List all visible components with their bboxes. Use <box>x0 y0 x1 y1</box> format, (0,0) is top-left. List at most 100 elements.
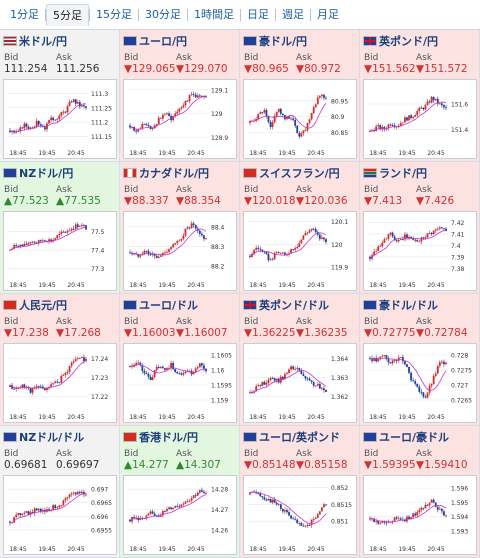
candle-body <box>135 517 138 519</box>
candle-body <box>54 119 57 121</box>
mini-candle-chart[interactable]: 80.95 80.9 80.85 18:45 19:45 20:45 <box>243 79 357 159</box>
mini-candle-chart[interactable]: 0.728 0.7275 0.727 0.7265 18:45 19:45 20:45 <box>363 343 477 423</box>
tab-15min[interactable]: 15分足 <box>96 7 132 21</box>
candle-body <box>74 492 77 495</box>
rate-card[interactable]: NZドル/ドル Bid Ask 0.69681 0.69697 0.697 0.6965 0.… <box>0 426 120 558</box>
mini-candle-chart[interactable]: 77.5 77.4 77.3 18:45 19:45 20:45 <box>3 211 117 291</box>
candle-body <box>60 505 63 507</box>
candle-body <box>404 361 406 365</box>
rate-card[interactable]: 英ポンド/ドル Bid Ask ▼1.36225 ▼1.36235 1.364 1.363 1… <box>240 294 360 426</box>
candle-body <box>269 499 272 503</box>
ask-number: 7.426 <box>424 195 455 207</box>
candle-body <box>37 508 40 511</box>
tab-separator <box>240 8 241 21</box>
candle-body <box>151 128 154 129</box>
candle-body <box>385 355 388 360</box>
pair-name: 豪ドル/円 <box>259 35 308 48</box>
rate-card[interactable]: ユーロ/英ポンド Bid Ask ▼0.85148 ▼0.85158 0.852 0.851… <box>240 426 360 558</box>
tab-separator <box>45 8 46 21</box>
rate-card[interactable]: ユーロ/ドル Bid Ask ▼1.16003 ▼1.16007 1.1605 1.16 1.… <box>120 294 240 426</box>
bid-label: Bid <box>364 53 379 63</box>
candle-body <box>292 518 295 520</box>
candle-body <box>200 490 203 492</box>
candle-body <box>426 504 429 506</box>
candle-body <box>203 491 205 494</box>
direction-arrow-icon: ▲ <box>4 195 13 207</box>
candle-body <box>137 254 140 257</box>
candle-body <box>296 125 299 134</box>
rate-card[interactable]: 米ドル/円 Bid Ask 111.254 111.256 111.3 111.25 111.… <box>0 30 120 162</box>
y-tick-label: 111.2 <box>91 120 108 127</box>
mini-candle-chart[interactable]: 88.4 88.3 88.2 18:45 19:45 20:45 <box>123 211 237 291</box>
bid-value: ▼120.018 <box>244 195 296 207</box>
rate-card[interactable]: 香港ドル/円 Bid Ask ▲14.277 ▲14.307 14.28 14.27 14.2… <box>120 426 240 558</box>
tab-weekly[interactable]: 週足 <box>282 7 304 21</box>
mini-candle-chart[interactable]: 1.364 1.363 1.362 18:45 19:45 20:45 <box>243 343 357 423</box>
tab-1hour[interactable]: 1時間足 <box>194 7 234 21</box>
candle-body <box>58 382 61 383</box>
candle-body <box>428 232 431 234</box>
x-tick-label: 18:45 <box>129 546 146 553</box>
mini-candle-chart[interactable]: 120.1 120 119.9 18:45 19:45 20:45 <box>243 211 357 291</box>
candle-body <box>381 356 384 357</box>
bid-number: 151.562 <box>372 63 416 75</box>
mini-candle-chart[interactable]: 0.697 0.6965 0.696 0.6955 18:45 19:45 20:45 <box>3 475 117 555</box>
eu-flag-icon <box>363 432 377 442</box>
mini-candle-chart[interactable]: 7.42 7.41 7.4 7.39 7.38 18:45 19:45 20:45 <box>363 211 477 291</box>
pair-name: NZドル/ドル <box>19 431 85 444</box>
y-tick-label: 1.1595 <box>211 383 232 390</box>
candle-body <box>440 508 443 512</box>
candle-body <box>205 493 207 495</box>
tab-daily[interactable]: 日足 <box>247 7 269 21</box>
mini-candle-chart[interactable]: 0.852 0.8515 0.851 18:45 19:45 20:45 <box>243 475 357 555</box>
y-tick-label: 1.159 <box>211 398 228 405</box>
candle-body <box>432 97 435 101</box>
rate-card[interactable]: カナダドル/円 Bid Ask ▼88.337 ▼88.354 88.4 88.3 88.2 1… <box>120 162 240 294</box>
moving-average-line <box>9 103 87 133</box>
mini-candle-chart[interactable]: 151.6 151.4 18:45 19:45 20:45 <box>363 79 477 159</box>
mini-candle-chart[interactable]: 14.28 14.27 14.26 18:45 19:45 20:45 <box>123 475 237 555</box>
candle-body <box>66 231 69 233</box>
rate-card[interactable]: ランド/円 Bid Ask ▼7.413 ▼7.426 7.42 7.41 7.4 7.39 7.… <box>360 162 480 294</box>
tab-monthly[interactable]: 月足 <box>317 7 339 21</box>
rate-card[interactable]: スイスフラン/円 Bid Ask ▼120.018 ▼120.036 120.1 120 11… <box>240 162 360 294</box>
candle-body <box>17 513 20 515</box>
ask-label: Ask <box>296 53 313 63</box>
mini-candle-chart[interactable]: 1.1605 1.16 1.1595 1.159 18:45 19:45 20:45 <box>123 343 237 423</box>
rate-card[interactable]: ユーロ/円 Bid Ask ▼129.065 ▼129.070 129.1 129 128.9… <box>120 30 240 162</box>
candle-body <box>205 96 207 98</box>
direction-arrow-icon: ▼ <box>56 327 65 339</box>
candle-body <box>54 381 57 384</box>
rate-card[interactable]: ユーロ/豪ドル Bid Ask ▼1.59395 ▼1.59410 1.596 1.595 1… <box>360 426 480 558</box>
candle-body <box>263 110 266 113</box>
candle-body <box>19 244 22 247</box>
candle-body <box>78 358 81 359</box>
mini-candle-chart[interactable]: 129.1 129 128.9 18:45 19:45 20:45 <box>123 79 237 159</box>
candle-body <box>401 357 404 362</box>
ask-label: Ask <box>56 449 73 459</box>
tab-30min[interactable]: 30分足 <box>145 7 181 21</box>
rate-card[interactable]: 人民元/円 Bid Ask ▼17.238 ▼17.268 17.24 17.23 17.22… <box>0 294 120 426</box>
mini-candle-chart[interactable]: 111.3 111.25 111.2 111.15 18:45 19:45 20:45 <box>3 79 117 159</box>
rate-card[interactable]: 英ポンド/円 Bid Ask ▼151.562 ▼151.572 151.6 151.4 18… <box>360 30 480 162</box>
bid-value: ▼17.238 <box>4 327 49 339</box>
candle-body <box>200 363 203 366</box>
mini-candle-chart[interactable]: 1.596 1.595 1.594 1.593 18:45 19:45 20:45 <box>363 475 477 555</box>
rate-card[interactable]: 豪ドル/ドル Bid Ask ▼0.72775 ▼0.72784 0.728 0.7275 0… <box>360 294 480 426</box>
ask-number: 1.16007 <box>184 327 228 339</box>
tab-5min[interactable]: 5分足 <box>46 3 89 26</box>
candle-body <box>296 519 299 524</box>
candle-body <box>259 385 262 386</box>
candle-body <box>68 494 71 497</box>
rate-card[interactable]: 豪ドル/円 Bid Ask ▼80.965 ▼80.972 80.95 80.9 80.85 1… <box>240 30 360 162</box>
y-tick-label: 0.6965 <box>91 500 112 507</box>
mini-candle-chart[interactable]: 17.24 17.23 17.22 18:45 19:45 20:45 <box>3 343 117 423</box>
bid-value: ▼129.065 <box>124 63 176 75</box>
candle-body <box>21 384 24 388</box>
direction-arrow-icon: ▼ <box>364 63 373 75</box>
candle-body <box>135 130 138 132</box>
rate-grid: 米ドル/円 Bid Ask 111.254 111.256 111.3 111.25 111.… <box>0 30 480 558</box>
rate-card[interactable]: NZドル/円 Bid Ask ▲77.523 ▲77.535 77.5 77.4 77.3 18… <box>0 162 120 294</box>
tab-1min[interactable]: 1分足 <box>10 7 39 21</box>
candle-body <box>205 368 207 372</box>
